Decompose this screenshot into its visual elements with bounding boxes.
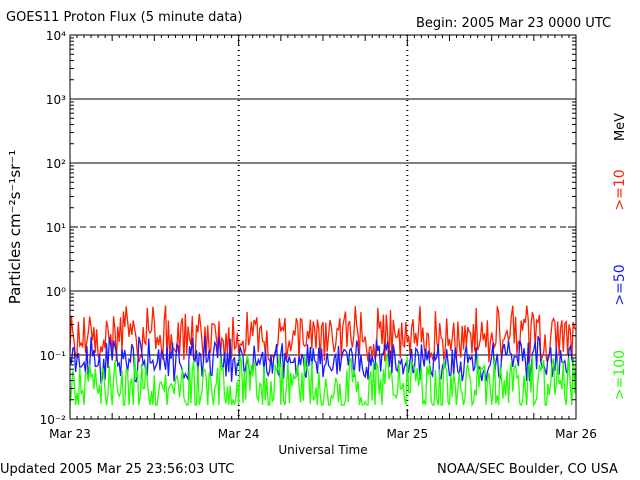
- series-legend-3: >=100: [612, 350, 628, 400]
- series-line-1: [69, 305, 577, 363]
- y-tick-label: 10⁻²: [40, 413, 67, 427]
- y-tick-label: 10⁰: [46, 285, 66, 299]
- energy-unit-label: MeV: [613, 113, 628, 141]
- y-axis-title: Particles cm⁻²s⁻¹sr⁻¹: [6, 150, 24, 304]
- series-line-2: [69, 335, 577, 385]
- x-axis-title: Universal Time: [278, 443, 367, 457]
- grid-layer: [70, 35, 576, 419]
- frame-layer: [69, 34, 577, 420]
- y-tick-label: 10³: [46, 93, 66, 107]
- source-credit: NOAA/SEC Boulder, CO USA: [437, 462, 618, 477]
- x-tick-label: Mar 24: [218, 427, 260, 441]
- y-tick-label: 10⁴: [46, 29, 66, 43]
- series-legend-1: >=10: [612, 169, 628, 210]
- y-tick-label: 10¹: [46, 221, 66, 235]
- y-tick-label: 10⁻¹: [40, 349, 67, 363]
- series-line-3: [69, 353, 577, 408]
- series-layer: [69, 305, 577, 408]
- label-layer: Mar 23 Mar 24 Mar 25 Mar 26 10⁻² 10⁻¹ 10⁰ 10¹ 10…: [6, 29, 628, 457]
- x-tick-label: Mar 26: [555, 427, 597, 441]
- y-tick-label: 10²: [46, 157, 66, 171]
- begin-time: Begin: 2005 Mar 23 0000 UTC: [416, 16, 612, 31]
- series-legend-2: >=50: [612, 264, 628, 305]
- x-tick-label: Mar 23: [49, 427, 91, 441]
- x-tick-label: Mar 25: [386, 427, 428, 441]
- chart-title: GOES11 Proton Flux (5 minute data): [6, 10, 243, 25]
- updated-timestamp: Updated 2005 Mar 25 23:56:03 UTC: [0, 462, 235, 477]
